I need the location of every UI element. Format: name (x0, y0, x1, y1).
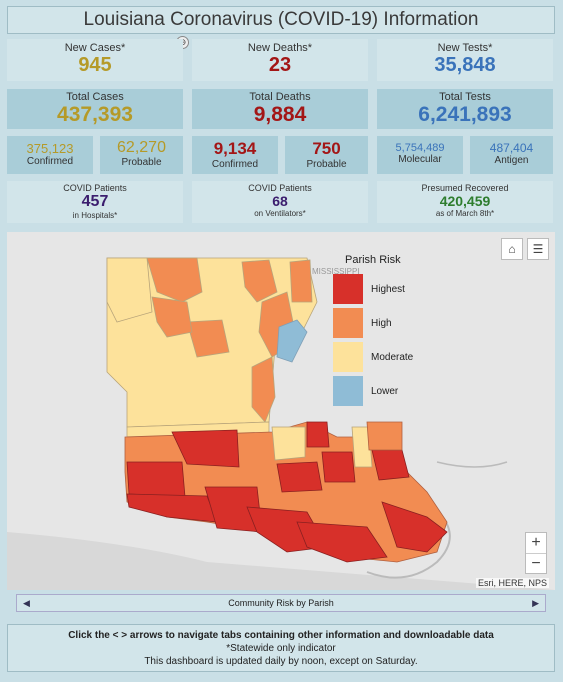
new-cases-value: 945 (78, 54, 112, 76)
tab-next-button[interactable]: ▶ (532, 598, 539, 608)
state-label: MISSISSIPPI (312, 267, 360, 276)
ventilator-sub: on Ventilators* (254, 209, 306, 218)
tests-molecular-value: 5,754,489 (395, 142, 445, 154)
footer-statewide-note: *Statewide only indicator (226, 643, 336, 654)
new-tests-tile: New Tests* 35,848 (377, 39, 553, 81)
legend-item-highest: Highest (333, 272, 433, 306)
ventilator-label: COVID Patients (248, 183, 312, 193)
new-cases-tile: New Cases* 945 (7, 39, 183, 81)
total-tests-label: Total Tests (439, 91, 491, 103)
legend-label-moderate: Moderate (371, 351, 414, 363)
legend-swatch-lower (333, 376, 363, 406)
cases-confirmed-value: 375,123 (26, 141, 74, 156)
ventilator-tile: COVID Patients 68 on Ventilators* (192, 181, 368, 223)
tab-navigation: ◀ Community Risk by Parish ▶ (16, 594, 546, 612)
louisiana-map-graphic: MISSISSIPPI (7, 257, 555, 590)
total-deaths-value: 9,884 (253, 103, 307, 126)
recovered-label: Presumed Recovered (421, 183, 509, 193)
home-icon[interactable]: ⌂ (501, 238, 523, 260)
zoom-out-button[interactable]: − (526, 553, 546, 573)
new-deaths-value: 23 (268, 54, 292, 76)
deaths-probable-label: Probable (306, 159, 347, 170)
new-tests-label: New Tests* (437, 42, 493, 54)
new-deaths-label: New Deaths* (247, 42, 313, 54)
footer-update-note: This dashboard is updated daily by noon,… (144, 656, 418, 667)
tests-molecular-tile: 5,754,489 Molecular (377, 136, 463, 174)
recovered-tile: Presumed Recovered 420,459 as of March 8… (377, 181, 553, 223)
new-cases-label: New Cases* (64, 42, 126, 54)
deaths-probable-value: 750 (312, 139, 341, 158)
recovered-sub: as of March 8th* (435, 209, 495, 218)
deaths-confirmed-tile: 9,134 Confirmed (192, 136, 278, 174)
legend-label-lower: Lower (371, 385, 399, 397)
legend-label-high: High (371, 317, 392, 329)
hospital-tile: COVID Patients 457 in Hospitals* (7, 181, 183, 223)
ventilator-value: 68 (272, 193, 288, 209)
total-deaths-label: Total Deaths (249, 91, 311, 103)
cases-confirmed-tile: 375,123 Confirmed (7, 136, 93, 174)
hospital-label: COVID Patients (63, 183, 127, 193)
legend-title: Parish Risk (345, 254, 401, 266)
total-tests-value: 6,241,893 (418, 103, 512, 126)
map-attribution: Esri, HERE, NPS (475, 578, 549, 588)
cases-probable-label: Probable (121, 157, 162, 168)
footer-notes: Click the < > arrows to navigate tabs co… (7, 624, 555, 672)
deaths-confirmed-value: 9,134 (213, 139, 257, 158)
page-title: Louisiana Coronavirus (COVID-19) Informa… (7, 6, 555, 34)
total-deaths-tile: Total Deaths 9,884 (192, 89, 368, 129)
new-deaths-tile: New Deaths* 23 (192, 39, 368, 81)
tab-label: Community Risk by Parish (228, 598, 334, 608)
total-cases-label: Total Cases (66, 91, 124, 103)
recovered-value: 420,459 (439, 193, 491, 209)
legend-label-highest: Highest (371, 283, 405, 295)
cases-confirmed-label: Confirmed (26, 156, 74, 167)
tab-prev-button[interactable]: ◀ (23, 598, 30, 608)
zoom-control: + − (525, 532, 547, 574)
tests-molecular-label: Molecular (398, 154, 442, 165)
total-cases-value: 437,393 (57, 103, 133, 126)
total-cases-tile: Total Cases 437,393 (7, 89, 183, 129)
tests-antigen-value: 487,404 (489, 141, 534, 155)
cases-probable-value: 62,270 (117, 139, 166, 156)
deaths-confirmed-label: Confirmed (211, 159, 259, 170)
map-legend: Parish Risk Highest High Moderate Lower (333, 254, 433, 408)
total-tests-tile: Total Tests 6,241,893 (377, 89, 553, 129)
risk-map[interactable]: MISSISSIPPI ⌂ ☰ Parish Risk Highest High… (7, 232, 555, 590)
legend-swatch-highest (333, 274, 363, 304)
list-icon[interactable]: ☰ (527, 238, 549, 260)
new-tests-value: 35,848 (434, 54, 496, 76)
hospital-sub: in Hospitals* (72, 211, 118, 220)
legend-item-moderate: Moderate (333, 340, 433, 374)
legend-item-lower: Lower (333, 374, 433, 408)
legend-swatch-high (333, 308, 363, 338)
cases-probable-tile: 62,270 Probable (100, 136, 183, 174)
legend-item-high: High (333, 306, 433, 340)
tests-antigen-tile: 487,404 Antigen (470, 136, 553, 174)
deaths-probable-tile: 750 Probable (285, 136, 368, 174)
tests-antigen-label: Antigen (494, 155, 529, 166)
hospital-value: 457 (81, 193, 109, 210)
zoom-in-button[interactable]: + (531, 534, 541, 551)
footer-instructions: Click the < > arrows to navigate tabs co… (68, 630, 494, 641)
legend-swatch-moderate (333, 342, 363, 372)
